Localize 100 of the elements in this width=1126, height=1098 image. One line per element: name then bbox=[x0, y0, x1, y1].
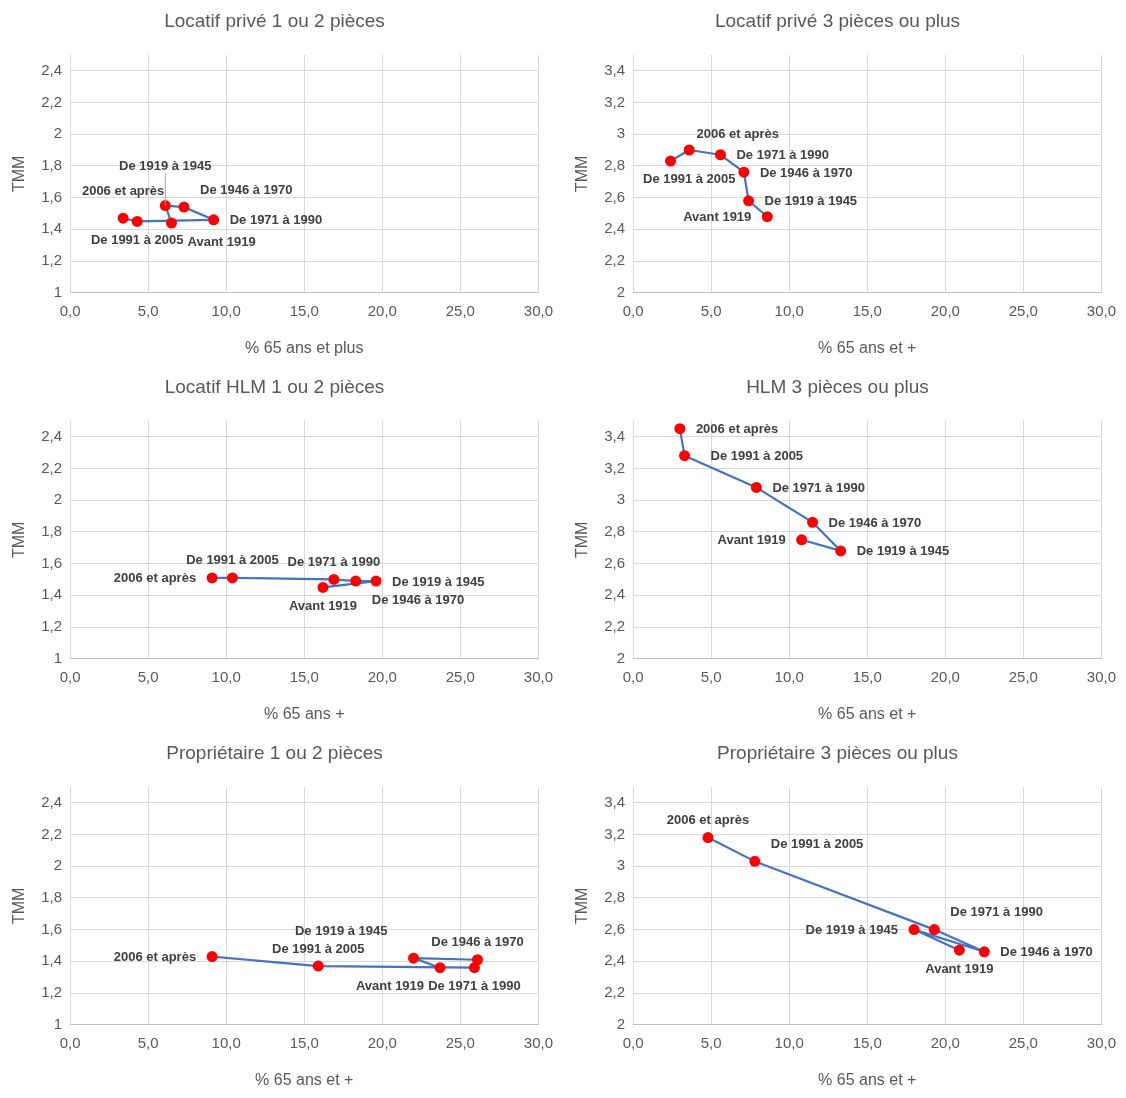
annotation: 2006 et après bbox=[81, 182, 165, 198]
x-tick-label: 0,0 bbox=[59, 1033, 81, 1051]
annotation: Avant 1919 bbox=[355, 978, 425, 994]
x-tick-label: 10,0 bbox=[211, 667, 241, 685]
point bbox=[208, 214, 220, 226]
point bbox=[312, 960, 324, 972]
point bbox=[408, 952, 420, 964]
y-tick-label: 2,2 bbox=[41, 458, 63, 476]
x-tick-label: 5,0 bbox=[700, 1033, 722, 1051]
x-tick-label: 5,0 bbox=[700, 667, 722, 685]
y-tick-label: 2,4 bbox=[41, 792, 63, 810]
y-tick-label: 1,2 bbox=[41, 251, 63, 269]
point bbox=[738, 166, 750, 178]
x-tick-label: 25,0 bbox=[445, 1033, 475, 1051]
x-tick-label: 10,0 bbox=[211, 1033, 241, 1051]
annotation: De 1971 à 1990 bbox=[229, 212, 323, 228]
annotation: Avant 1919 bbox=[187, 233, 256, 249]
annotation: De 1991 à 2005 bbox=[186, 552, 279, 568]
x-tick-label: 10,0 bbox=[774, 1033, 804, 1051]
y-tick-label: 2,8 bbox=[604, 156, 626, 174]
point bbox=[750, 481, 762, 493]
y-tick-label: 2 bbox=[616, 648, 626, 666]
point bbox=[807, 516, 819, 528]
y-tick-label: 2,2 bbox=[41, 824, 63, 842]
point bbox=[702, 832, 714, 844]
point bbox=[714, 149, 726, 161]
y-tick-label: 1 bbox=[53, 648, 63, 666]
x-tick-label: 0,0 bbox=[59, 301, 81, 319]
point bbox=[835, 545, 847, 557]
annotation: De 1991 à 2005 bbox=[90, 231, 184, 247]
y-tick-label: 2,6 bbox=[604, 187, 626, 205]
annotation: De 1919 à 1945 bbox=[294, 922, 388, 938]
point bbox=[796, 534, 808, 546]
annotation: 2006 et après bbox=[666, 812, 750, 828]
x-tick-label: 5,0 bbox=[137, 667, 159, 685]
y-tick-label: 2,4 bbox=[604, 219, 626, 237]
annotation: De 1919 à 1945 bbox=[392, 573, 485, 589]
x-tick-label: 20,0 bbox=[367, 1033, 397, 1051]
x-tick-label: 30,0 bbox=[1086, 301, 1116, 319]
x-tick-label: 20,0 bbox=[367, 667, 397, 685]
y-tick-label: 2,4 bbox=[41, 60, 63, 78]
x-axis-title: % 65 ans et + bbox=[255, 1070, 354, 1088]
x-tick-label: 25,0 bbox=[1008, 1033, 1038, 1051]
annotation: De 1991 à 2005 bbox=[770, 835, 864, 851]
annotation: De 1919 à 1945 bbox=[764, 193, 858, 209]
chart-title: HLM 3 pièces ou plus bbox=[746, 375, 929, 397]
y-tick-label: 3,4 bbox=[604, 792, 626, 810]
chart-title: Locatif privé 1 ou 2 pièces bbox=[164, 9, 385, 31]
point bbox=[178, 201, 190, 213]
point bbox=[674, 423, 686, 435]
annotation: Avant 1919 bbox=[683, 209, 752, 225]
y-tick-label: 2 bbox=[53, 124, 63, 142]
y-tick-label: 1,4 bbox=[41, 585, 63, 603]
x-tick-label: 30,0 bbox=[1086, 1033, 1116, 1051]
y-tick-label: 2,4 bbox=[41, 426, 63, 444]
x-tick-label: 20,0 bbox=[930, 667, 960, 685]
y-axis-title: TMM bbox=[573, 521, 591, 559]
x-tick-label: 15,0 bbox=[852, 667, 882, 685]
y-tick-label: 3 bbox=[616, 124, 626, 142]
point bbox=[908, 924, 920, 936]
annotation: 2006 et après bbox=[113, 570, 197, 586]
x-tick-label: 15,0 bbox=[289, 301, 319, 319]
y-axis-title: TMM bbox=[10, 521, 28, 559]
y-tick-label: 2,2 bbox=[41, 92, 63, 110]
y-tick-label: 2,4 bbox=[604, 951, 626, 969]
x-tick-label: 20,0 bbox=[930, 1033, 960, 1051]
point bbox=[749, 855, 761, 867]
x-tick-label: 20,0 bbox=[367, 301, 397, 319]
x-tick-label: 15,0 bbox=[289, 1033, 319, 1051]
x-tick-label: 25,0 bbox=[1008, 301, 1038, 319]
annotation: De 1991 à 2005 bbox=[272, 940, 365, 956]
y-tick-label: 1,8 bbox=[41, 888, 63, 906]
x-tick-label: 0,0 bbox=[622, 1033, 644, 1051]
x-tick-label: 10,0 bbox=[211, 301, 241, 319]
x-tick-label: 5,0 bbox=[137, 1033, 159, 1051]
y-tick-label: 3,4 bbox=[604, 60, 626, 78]
y-tick-label: 3,2 bbox=[604, 458, 626, 476]
x-tick-label: 25,0 bbox=[1008, 667, 1038, 685]
x-axis-title: % 65 ans et + bbox=[818, 704, 917, 722]
x-tick-label: 0,0 bbox=[59, 667, 81, 685]
annotation: De 1971 à 1990 bbox=[736, 147, 829, 163]
annotation: De 1971 à 1990 bbox=[428, 978, 521, 994]
y-tick-label: 2,6 bbox=[604, 919, 626, 937]
y-tick-label: 2 bbox=[616, 1014, 626, 1032]
y-tick-label: 2 bbox=[616, 282, 626, 300]
annotation: De 1946 à 1970 bbox=[431, 934, 524, 950]
annotation: De 1971 à 1990 bbox=[950, 904, 1043, 920]
x-tick-label: 10,0 bbox=[774, 301, 804, 319]
annotation: De 1991 à 2005 bbox=[642, 170, 736, 186]
point bbox=[117, 212, 129, 224]
annotation: De 1991 à 2005 bbox=[710, 448, 804, 464]
annotation: 2006 et après bbox=[696, 125, 779, 141]
annotation: 2006 et après bbox=[113, 949, 197, 965]
x-tick-label: 5,0 bbox=[700, 301, 722, 319]
x-tick-label: 10,0 bbox=[774, 667, 804, 685]
chart-title: Propriétaire 1 ou 2 pièces bbox=[166, 741, 383, 763]
y-tick-label: 1 bbox=[53, 282, 63, 300]
annotation: De 1946 à 1970 bbox=[1000, 944, 1093, 960]
y-tick-label: 3,2 bbox=[604, 92, 626, 110]
annotation: De 1946 à 1970 bbox=[759, 164, 853, 180]
